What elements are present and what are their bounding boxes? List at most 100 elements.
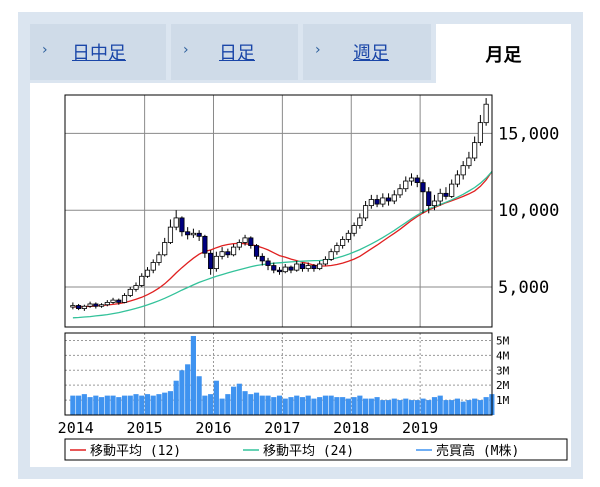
volume-bar xyxy=(81,394,87,415)
volume-tick-label: 4M xyxy=(496,349,510,362)
legend-box xyxy=(64,438,568,461)
candle-body xyxy=(443,192,449,197)
year-tick-label: 2015 xyxy=(127,419,163,437)
volume-bar xyxy=(483,397,489,415)
tab-intraday-label[interactable]: 日中足 xyxy=(72,43,126,64)
candle-body xyxy=(449,183,455,197)
volume-bar xyxy=(202,395,208,415)
candle-body xyxy=(139,275,145,286)
volume-bar xyxy=(414,400,420,415)
volume-bar xyxy=(449,400,455,415)
price-tick-label: 10,000 xyxy=(498,201,559,221)
volume-bar xyxy=(162,392,168,415)
volume-bar xyxy=(351,397,357,415)
candle-body xyxy=(225,251,231,256)
candle-body xyxy=(253,245,260,257)
volume-bar xyxy=(144,394,151,415)
price-tick-label: 5,000 xyxy=(498,278,549,298)
volume-bar xyxy=(121,395,128,415)
candle-body xyxy=(328,251,334,260)
volume-bar xyxy=(190,335,196,415)
candle-body xyxy=(282,266,288,273)
volume-bar xyxy=(167,391,174,415)
tab-intraday[interactable]: › 日中足 xyxy=(30,24,166,80)
volume-bar xyxy=(403,398,409,415)
candle-body xyxy=(121,295,128,303)
year-tick-label: 2014 xyxy=(58,419,94,437)
volume-bar xyxy=(156,394,162,415)
candle-body xyxy=(276,269,283,273)
volume-bar xyxy=(236,383,242,415)
candle-body xyxy=(322,258,328,265)
candle-body xyxy=(351,225,357,234)
tab-daily-label[interactable]: 日足 xyxy=(219,43,255,64)
candle-body xyxy=(236,242,242,248)
volume-bar xyxy=(385,400,392,415)
candle-body xyxy=(408,177,415,182)
candle-body xyxy=(76,305,82,309)
volume-bar xyxy=(70,395,76,415)
volume-bar xyxy=(173,380,179,415)
chart-panel: 15,000 10,000 5,000 5M 4M 3M 2M 1M 2014 2015 2016… xyxy=(30,83,571,467)
candle-body xyxy=(93,303,99,307)
volume-bar xyxy=(317,397,323,415)
volume-bar xyxy=(230,386,237,415)
candle-body xyxy=(156,254,162,263)
candle-body xyxy=(288,266,294,271)
candle-body xyxy=(477,122,483,144)
moving-average-lines xyxy=(72,171,493,319)
legend-ma24-label: 移動平均 (24) xyxy=(263,444,354,459)
candle-body xyxy=(403,180,409,190)
volume-bar xyxy=(104,395,110,415)
tab-weekly[interactable]: › 週足 xyxy=(303,24,431,80)
volume-bar xyxy=(225,394,231,415)
tab-weekly-label[interactable]: 週足 xyxy=(353,43,389,64)
moving-average-line xyxy=(72,171,493,308)
candle-body xyxy=(363,205,369,219)
volume-bar xyxy=(110,395,116,415)
candle-body xyxy=(196,232,202,237)
volume-tick-label: 5M xyxy=(496,334,510,347)
candle-body xyxy=(70,305,76,308)
candle-body xyxy=(259,255,265,262)
period-tabs: › 日中足 › 日足 › 週足 月足 xyxy=(18,12,583,84)
year-tick-label: 2016 xyxy=(195,419,231,437)
legend-ma12-label: 移動平均 (12) xyxy=(90,444,181,459)
chevron-right-icon: › xyxy=(315,42,321,58)
volume-bar xyxy=(472,398,478,415)
volume-bar xyxy=(242,391,248,415)
volume-bar xyxy=(139,395,145,415)
candle-body xyxy=(87,303,93,307)
candle-body xyxy=(213,255,219,270)
candle-body xyxy=(426,191,432,207)
candle-body xyxy=(242,237,248,243)
chevron-right-icon: › xyxy=(42,42,48,58)
candle-body xyxy=(334,245,340,253)
candle-body xyxy=(391,194,397,202)
candle-body xyxy=(98,304,105,307)
candle-body xyxy=(265,260,271,266)
candle-body xyxy=(144,269,151,277)
candle-body xyxy=(133,285,139,290)
year-tick-label: 2019 xyxy=(402,419,438,437)
plot-frames xyxy=(64,94,493,416)
volume-bar xyxy=(420,398,426,415)
candle-body xyxy=(414,177,420,183)
candle-body xyxy=(231,246,237,256)
volume-bar xyxy=(185,364,191,415)
candle-body xyxy=(380,197,386,205)
moving-average-line xyxy=(72,171,493,319)
candle-body xyxy=(305,265,311,270)
volume-bar xyxy=(196,376,202,415)
volume-bar xyxy=(299,397,306,415)
candle-body xyxy=(368,199,374,207)
volume-bar xyxy=(460,401,466,415)
volume-bar xyxy=(357,395,363,415)
candle-body xyxy=(483,103,489,124)
legend: 移動平均 (12) 移動平均 (24) 売買高 (M株) xyxy=(64,438,568,461)
candle-body xyxy=(271,265,277,271)
tab-monthly[interactable]: 月足 xyxy=(436,24,571,83)
tab-daily[interactable]: › 日足 xyxy=(171,24,298,80)
volume-bar xyxy=(98,397,105,415)
volume-bar xyxy=(265,395,271,415)
